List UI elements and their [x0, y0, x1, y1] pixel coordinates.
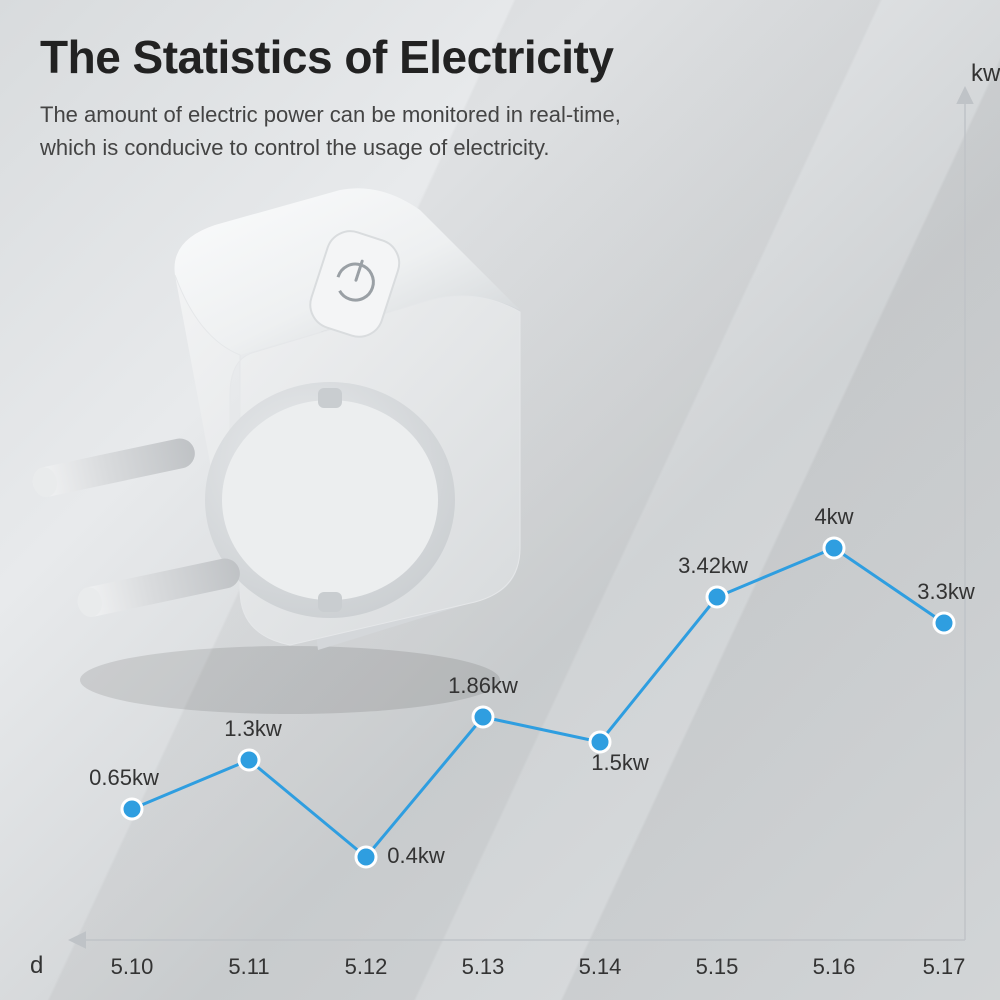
chart-marker	[707, 587, 727, 607]
chart-marker	[356, 847, 376, 867]
data-point-label: 0.4kw	[387, 843, 444, 869]
data-point-label: 1.86kw	[448, 673, 518, 699]
x-axis-label: d	[30, 952, 43, 980]
y-axis-label: kw	[971, 60, 1000, 88]
x-tick-label: 5.15	[696, 954, 739, 980]
chart-marker	[473, 707, 493, 727]
chart-marker	[122, 799, 142, 819]
x-tick-label: 5.13	[462, 954, 505, 980]
data-point-label: 0.65kw	[89, 765, 159, 791]
x-tick-label: 5.17	[923, 954, 966, 980]
x-tick-label: 5.14	[579, 954, 622, 980]
chart-marker	[590, 732, 610, 752]
x-tick-label: 5.10	[111, 954, 154, 980]
data-point-label: 3.42kw	[678, 553, 748, 579]
data-point-label: 1.5kw	[591, 750, 648, 776]
x-tick-label: 5.16	[813, 954, 856, 980]
data-point-label: 4kw	[814, 504, 853, 530]
electricity-line-chart	[0, 0, 1000, 1000]
x-tick-label: 5.12	[345, 954, 388, 980]
data-point-label: 1.3kw	[224, 716, 281, 742]
x-tick-label: 5.11	[228, 954, 269, 980]
data-point-label: 3.3kw	[917, 579, 974, 605]
chart-marker	[934, 613, 954, 633]
chart-marker	[824, 538, 844, 558]
chart-marker	[239, 750, 259, 770]
